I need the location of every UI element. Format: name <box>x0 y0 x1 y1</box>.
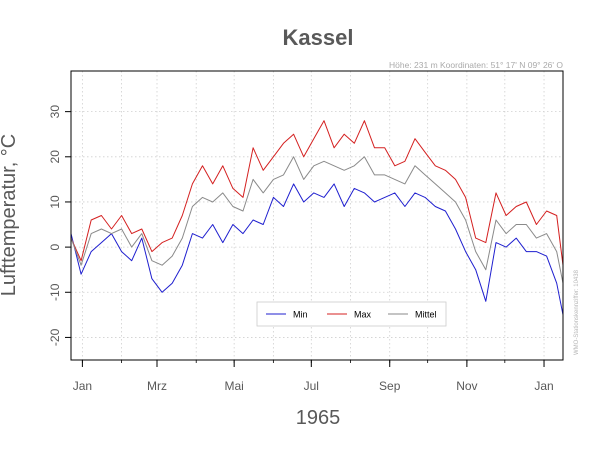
station-info: Höhe: 231 m Koordinaten: 51° 17' N 09° 2… <box>389 60 563 70</box>
legend: Min Max Mittel <box>256 301 447 327</box>
y-tick-label: 30 <box>48 105 62 119</box>
y-tick-label: -20 <box>48 328 62 346</box>
x-tick-label: Mai <box>224 379 243 393</box>
y-tick-label: 10 <box>48 195 62 209</box>
x-tick-label: Nov <box>456 379 477 393</box>
x-tick-label: Sep <box>379 379 401 393</box>
y-tick-label: 20 <box>48 150 62 164</box>
station-id-note: WMO-Stationskennziffer: 10438 <box>574 269 580 355</box>
plot-frame <box>70 70 564 361</box>
chart-title: Kassel <box>283 25 354 50</box>
x-tick-label: Jan <box>73 379 92 393</box>
y-axis-label: Lufttemperatur, °C <box>0 134 20 297</box>
x-tick-label: Jul <box>304 379 319 393</box>
y-tick-label: 0 <box>48 243 62 250</box>
x-tick-label: Jan <box>534 379 553 393</box>
x-axis: Jan Mrz Mai Jul Sep Nov Jan <box>73 360 554 393</box>
y-axis: -20 -10 0 10 20 30 <box>48 105 71 346</box>
legend-box <box>256 301 447 327</box>
x-axis-label: 1965 <box>296 407 341 429</box>
legend-label-mittel: Mittel <box>415 310 437 320</box>
data-series <box>70 120 564 315</box>
x-tick-label: Mrz <box>147 379 167 393</box>
series-min-line <box>70 183 564 315</box>
y-tick-label: -10 <box>48 283 62 301</box>
series-mittel-line <box>70 156 564 284</box>
series-max-line <box>70 120 564 266</box>
legend-label-min: Min <box>293 310 308 320</box>
legend-label-max: Max <box>354 310 372 320</box>
